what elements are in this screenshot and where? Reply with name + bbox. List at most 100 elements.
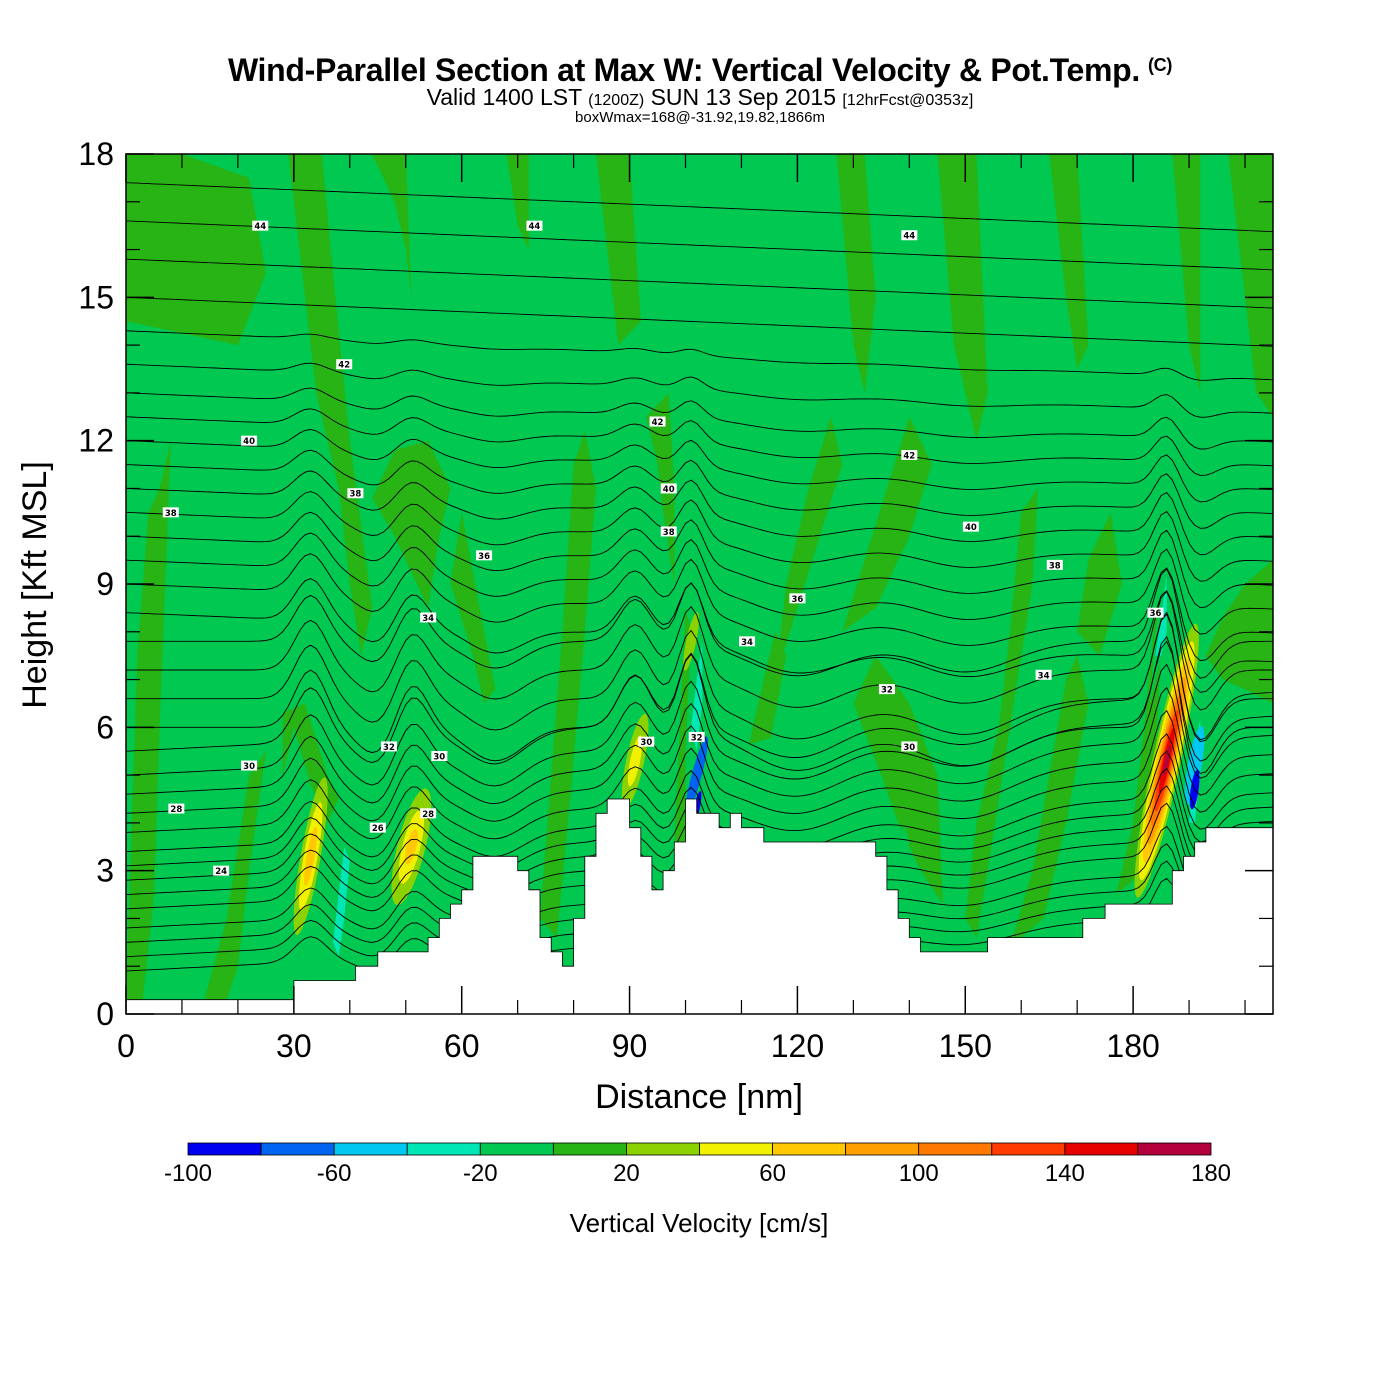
- theta-contour-label: 40: [962, 521, 979, 533]
- theta-contour-label-bg: [162, 507, 179, 518]
- velocity-field: [126, 154, 1273, 1000]
- theta-contour-line: [126, 709, 1273, 840]
- y-axis-title: Height [Kft MSL]: [16, 461, 54, 709]
- theta-contour-label-bg: [420, 612, 437, 623]
- theta-contour-line: [126, 491, 1273, 582]
- theta-contour-label-bg: [1046, 559, 1063, 570]
- weak-downdraft-patch: [707, 736, 854, 828]
- theta-contour-label: 44: [901, 230, 918, 242]
- theta-contour-label: 34: [1035, 669, 1052, 681]
- weak-updraft-band: [506, 154, 529, 250]
- weak-updraft-band: [1077, 512, 1122, 656]
- theta-contour-label-text: 42: [338, 361, 350, 371]
- theta-contour-label-bg: [526, 220, 543, 231]
- colorbar-tick-label: 60: [759, 1160, 786, 1187]
- x-tick-label: 30: [276, 1028, 312, 1064]
- weak-updraft-band: [204, 751, 266, 1000]
- colorbar-tick-label: 180: [1191, 1160, 1231, 1187]
- colorbar-swatch: [187, 1142, 262, 1156]
- plot-area: 44 44 44 42 42 42 40 40 40 38 38 38 38 36 36 36 34 34 34 32…: [126, 154, 1273, 1014]
- colorbar-swatch: [333, 1142, 408, 1156]
- x-tick-label: 120: [771, 1028, 824, 1064]
- colorbar-swatch: [1137, 1142, 1212, 1156]
- theta-contour-label-text: 32: [383, 743, 395, 753]
- updraft-core: [627, 735, 643, 787]
- colorbar-title: Vertical Velocity [cm/s]: [570, 1208, 829, 1238]
- chart-title: Wind-Parallel Section at Max W: Vertical…: [0, 52, 1400, 89]
- theta-contour-line: [126, 611, 1273, 765]
- theta-contour-label: 42: [901, 450, 918, 462]
- theta-contour-line: [126, 511, 1273, 609]
- theta-contour-label-bg: [649, 416, 666, 427]
- colorbar-tick-label: 100: [899, 1160, 939, 1187]
- theta-contour-label: 34: [739, 636, 756, 648]
- weak-updraft-band: [288, 154, 373, 656]
- theta-contour-label-bg: [901, 450, 918, 460]
- theta-contour-line: [126, 470, 1273, 556]
- theta-contour-label-bg: [901, 230, 918, 241]
- theta-contour-label-bg: [241, 435, 258, 446]
- theta-contour-label-bg: [347, 488, 364, 499]
- moderate-downdraft-streak: [1155, 574, 1167, 656]
- colorbar-swatch: [845, 1142, 920, 1156]
- theta-contour-line: [126, 220, 1273, 271]
- weak-updraft-band: [540, 431, 596, 938]
- theta-contour-label-text: 38: [165, 509, 177, 519]
- theta-contour-label-bg: [688, 731, 705, 742]
- weak-updraft-band: [372, 154, 412, 298]
- weak-updraft-band: [596, 154, 641, 346]
- theta-contour-line: [126, 258, 1273, 309]
- weak-updraft-band: [937, 154, 988, 441]
- theta-contour-label: 32: [878, 684, 895, 696]
- theta-contour-label-bg: [638, 736, 655, 747]
- downdraft-core: [685, 736, 709, 814]
- theta-contour-line: [126, 750, 1273, 871]
- theta-contour-label-bg: [241, 760, 258, 771]
- weak-downdraft-patch: [1149, 593, 1162, 704]
- colorbar-swatch: [406, 1142, 481, 1156]
- theta-contour-label-bg: [168, 803, 185, 814]
- theta-contour-label-text: 40: [965, 523, 977, 533]
- theta-contour-line: [126, 182, 1273, 233]
- theta-contour-label-bg: [660, 526, 677, 537]
- theta-contour-label: 24: [213, 865, 230, 877]
- weak-updraft-band: [965, 488, 1038, 938]
- theta-contour-label-text: 28: [170, 805, 182, 815]
- theta-contour-line: [126, 635, 1273, 774]
- theta-contour-label-text: 40: [243, 437, 255, 447]
- theta-contour-line: [126, 663, 1273, 804]
- theta-contour-label-text: 30: [640, 738, 652, 748]
- box-wmax-note: boxWmax=168@-31.92,19.82,1866m: [575, 109, 825, 126]
- theta-contour-label: 34: [420, 612, 437, 624]
- x-tick-label: 60: [444, 1028, 480, 1064]
- weak-updraft-band: [1205, 560, 1273, 704]
- theta-contour-label-bg: [336, 359, 353, 370]
- theta-contour-label-text: 36: [1150, 609, 1162, 619]
- theta-contour-label-bg: [476, 550, 493, 561]
- theta-contour-line: [126, 429, 1273, 503]
- theta-contour-label-text: 32: [881, 686, 893, 696]
- colorbar-tick-label: 20: [613, 1160, 640, 1187]
- x-tick-label: 0: [117, 1028, 135, 1064]
- theta-contour-label: 38: [347, 488, 364, 500]
- theta-contour-label-text: 34: [1038, 671, 1050, 681]
- theta-contour-label-text: 30: [433, 753, 445, 763]
- theta-contour-label: 40: [241, 435, 258, 447]
- terrain-mask: [126, 798, 1273, 1014]
- theta-contour-label: 36: [476, 550, 493, 562]
- valid-time: Valid 1400 LST: [426, 84, 582, 110]
- theta-contour-line: [126, 408, 1273, 476]
- colorbar-swatch: [772, 1142, 847, 1156]
- weak-updraft-band: [853, 655, 943, 905]
- weak-updraft-band: [1172, 154, 1201, 393]
- theta-contour-label-text: 30: [903, 743, 915, 753]
- colorbar-tick-label: -60: [317, 1160, 352, 1187]
- x-tick-label: 180: [1106, 1028, 1159, 1064]
- theta-contour-label: 28: [420, 808, 437, 820]
- colorbar-tick-label: -100: [164, 1160, 212, 1187]
- theta-contour-label: 32: [380, 741, 397, 753]
- theta-contour-label: 36: [789, 593, 806, 605]
- colorbar-swatch: [699, 1142, 773, 1156]
- updraft-core: [404, 829, 418, 865]
- x-axis-title: Distance [nm]: [595, 1078, 803, 1116]
